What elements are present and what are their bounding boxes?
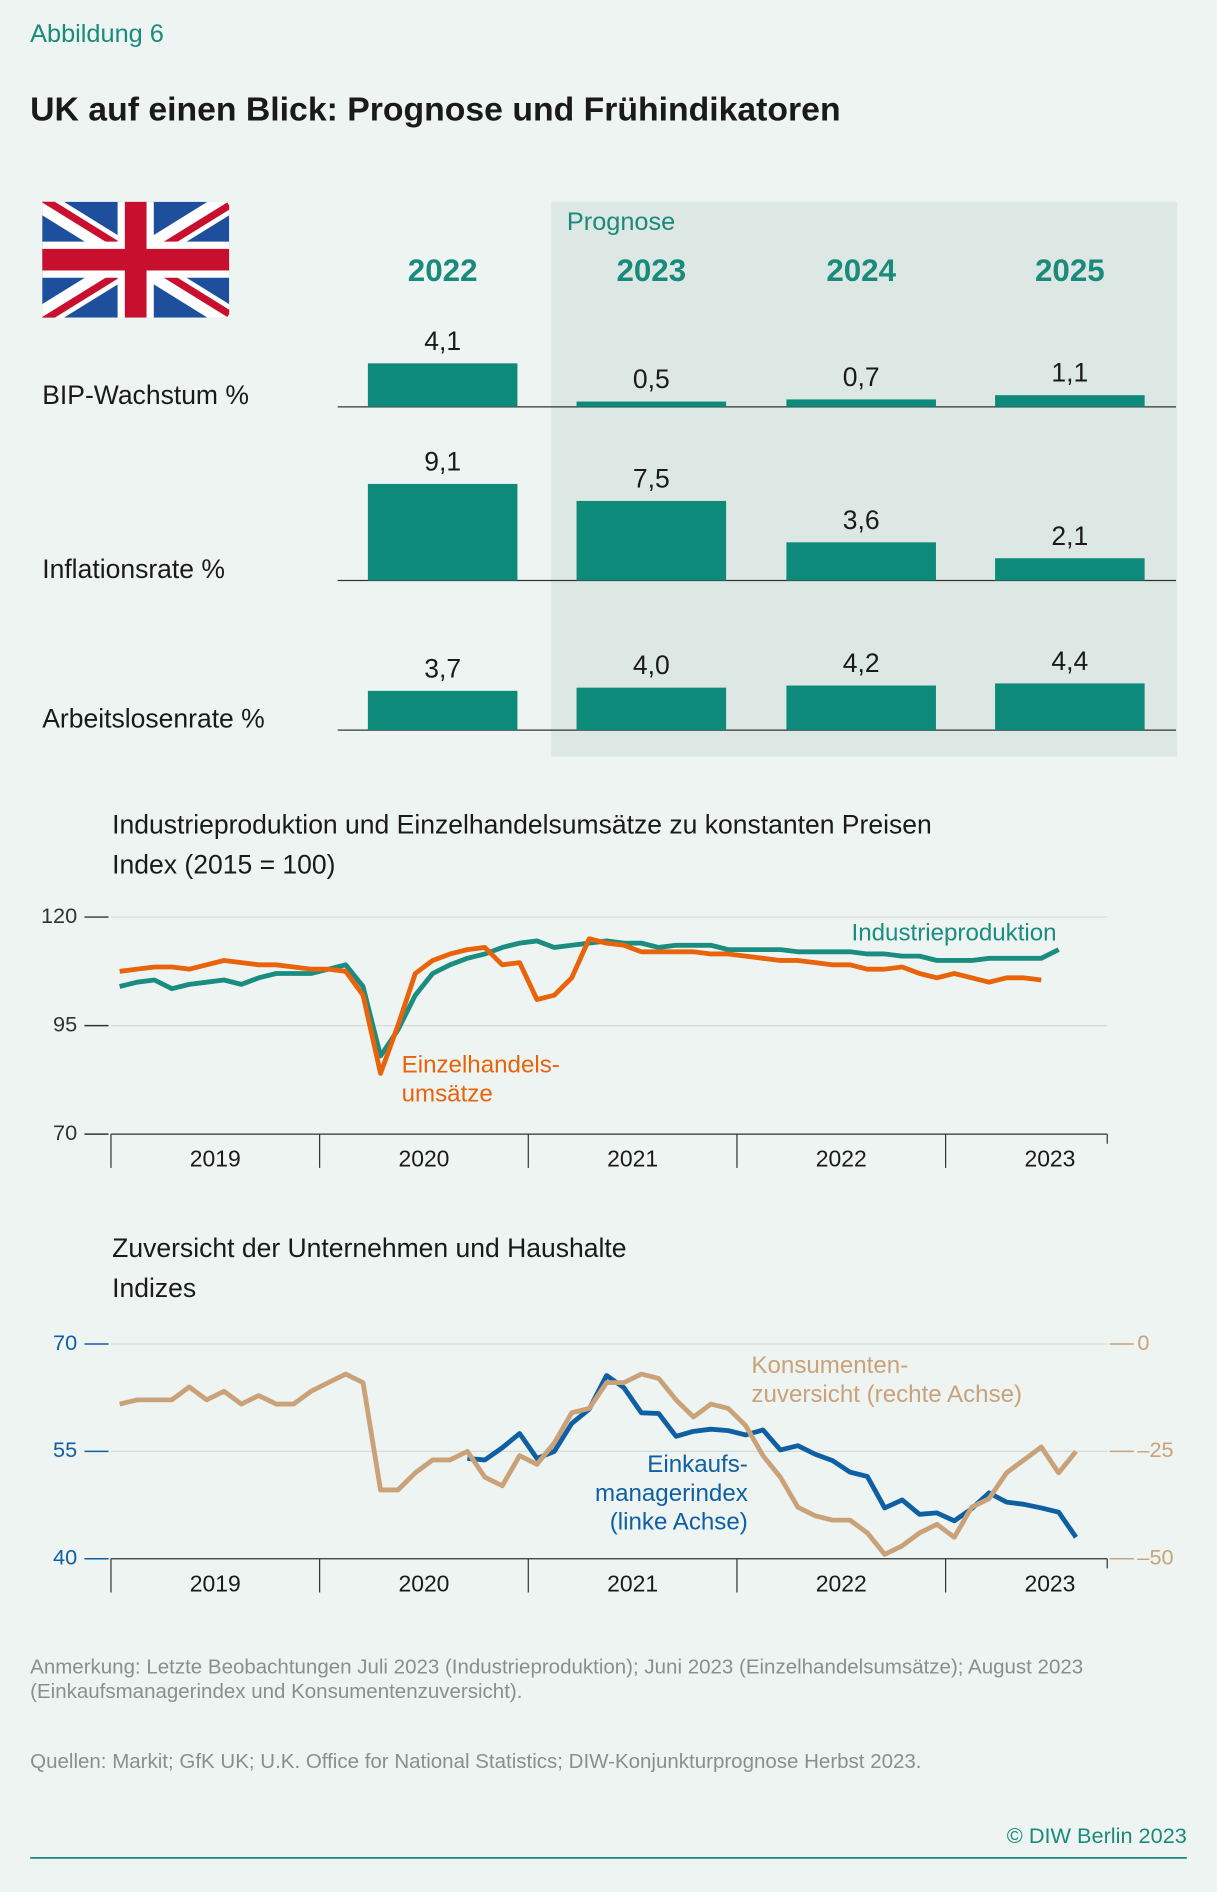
figure-title: UK auf einen Blick: Prognose und Frühind… — [30, 90, 840, 128]
line — [119, 936, 1042, 1076]
series-label: Einzelhandels-umsätze — [402, 1052, 560, 1108]
forecast-area — [551, 201, 1178, 757]
column-header: 2025 — [1035, 253, 1105, 288]
value-label: 4,4 — [1051, 646, 1088, 676]
bar — [786, 542, 936, 581]
value-label: 0,7 — [843, 362, 880, 392]
chart-title: Zuversicht der Unternehmen und Haushalte — [112, 1233, 626, 1263]
value-label: 4,2 — [843, 648, 880, 678]
y-tick-label: 95 — [53, 1011, 77, 1036]
x-tick-label: 2022 — [816, 1570, 867, 1596]
column-header: 2024 — [826, 253, 896, 288]
y2-tick-label: 0 — [1137, 1330, 1149, 1355]
y2-tick-label: –25 — [1137, 1437, 1173, 1462]
bar — [576, 500, 727, 581]
y-tick-label: 70 — [53, 1330, 77, 1355]
series-label: Einkaufs-managerindex (linke Achse) — [595, 1451, 748, 1536]
value-label: 0,5 — [633, 364, 670, 394]
x-tick-label: 2021 — [607, 1146, 658, 1172]
bar — [367, 363, 518, 407]
value-label: 3,6 — [843, 505, 880, 535]
y-tick-label: 70 — [53, 1120, 77, 1145]
bar — [576, 401, 727, 407]
chart-subtitle: Indizes — [112, 1273, 196, 1303]
x-tick-label: 2019 — [190, 1146, 241, 1172]
row-label: Inflationsrate % — [42, 554, 225, 584]
y-tick-label: 55 — [53, 1437, 77, 1462]
source: Quellen: Markit; GfK UK; U.K. Office for… — [30, 1750, 921, 1773]
figure-label: Abbildung 6 — [30, 20, 164, 48]
chart-title: Industrieproduktion und Einzelhandelsums… — [112, 810, 932, 840]
x-tick-label: 2020 — [398, 1146, 449, 1172]
x-tick-label: 2022 — [816, 1146, 867, 1172]
y2-tick-label: –50 — [1137, 1544, 1173, 1569]
value-label: 1,1 — [1051, 358, 1088, 388]
bar — [995, 683, 1145, 731]
bar — [576, 687, 727, 731]
x-tick-label: 2019 — [190, 1570, 241, 1596]
row-label: BIP-Wachstum % — [42, 380, 249, 410]
value-label: 4,1 — [424, 326, 461, 356]
bar — [367, 690, 518, 731]
series-label: Industrieproduktion — [852, 919, 1057, 946]
line — [119, 1371, 1078, 1557]
bar — [367, 483, 518, 581]
value-label: 9,1 — [424, 446, 461, 476]
series-label: Konsumenten-zuversicht (rechte Achse) — [751, 1352, 1022, 1408]
x-tick-label: 2023 — [1024, 1146, 1075, 1172]
column-header: 2022 — [408, 253, 478, 288]
bar — [786, 399, 936, 407]
y-tick-label: 40 — [53, 1544, 77, 1569]
x-tick-label: 2020 — [398, 1570, 449, 1596]
note: Anmerkung: Letzte Beobachtungen Juli 202… — [30, 1656, 1083, 1704]
forecast-label: Prognose — [567, 208, 675, 236]
bar — [786, 685, 936, 731]
chart-subtitle: Index (2015 = 100) — [112, 849, 335, 879]
row-label: Arbeitslosenrate % — [42, 703, 265, 733]
value-label: 3,7 — [424, 653, 461, 683]
value-label: 2,1 — [1051, 521, 1088, 551]
copyright: © DIW Berlin 2023 — [1007, 1823, 1187, 1848]
value-label: 4,0 — [633, 650, 670, 680]
x-tick-label: 2023 — [1024, 1570, 1075, 1596]
x-tick-label: 2021 — [607, 1570, 658, 1596]
bar — [995, 395, 1145, 407]
column-header: 2023 — [616, 253, 686, 288]
flag — [42, 201, 230, 318]
y-tick-label: 120 — [41, 903, 77, 928]
bar — [995, 558, 1145, 581]
value-label: 7,5 — [633, 463, 670, 493]
